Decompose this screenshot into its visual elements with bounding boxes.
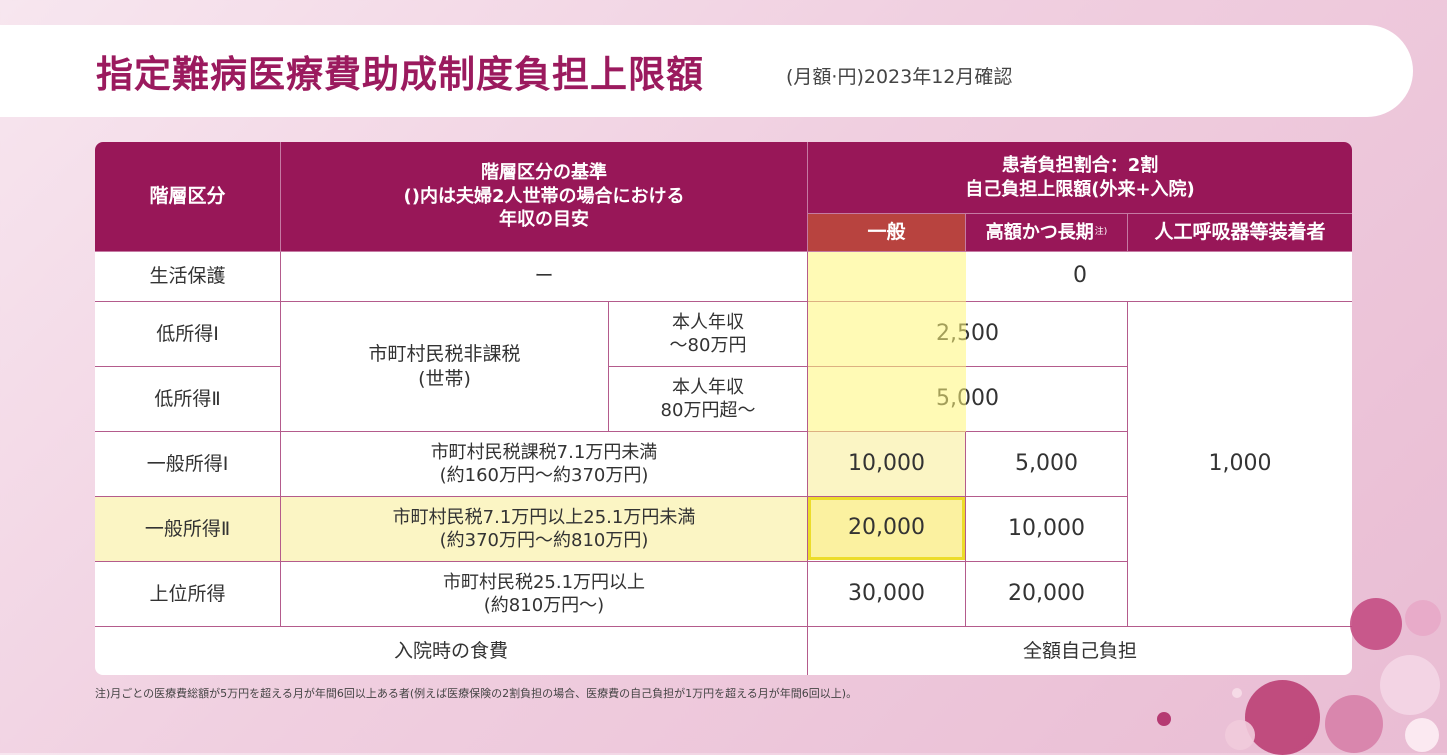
- bubble-decoration: [1232, 688, 1242, 698]
- title-banner: [0, 25, 1413, 117]
- header-ventilator: 人工呼吸器等装着者: [1128, 214, 1352, 252]
- limit-general-1: 10,000: [808, 432, 966, 497]
- longterm-upper: 20,000: [966, 562, 1128, 627]
- tier-general-1: 一般所得Ⅰ: [95, 432, 281, 497]
- header-criteria: 階層区分の基準 ()内は夫婦2人世帯の場合における 年収の目安: [281, 142, 808, 252]
- tier-low-2: 低所得Ⅱ: [95, 367, 281, 432]
- longterm-general-2: 10,000: [966, 497, 1128, 562]
- tier-general-2: 一般所得Ⅱ: [95, 497, 281, 562]
- page-title: 指定難病医療費助成制度負担上限額: [96, 53, 704, 96]
- page-subtitle: (月額·円)2023年12月確認: [786, 66, 1013, 88]
- bubble-decoration: [1225, 720, 1255, 750]
- bubble-decoration: [1325, 695, 1383, 753]
- header-long-term: 高額かつ長期 注): [966, 214, 1128, 252]
- limit-low-1: 2,500: [808, 302, 1128, 367]
- criteria-low-shared: 市町村民税非課税 (世帯): [281, 302, 609, 432]
- criteria-general-2: 市町村民税7.1万円以上25.1万円未満 (約370万円～約810万円): [281, 497, 808, 562]
- header-tier: 階層区分: [95, 142, 281, 252]
- limit-general-2: 20,000: [808, 497, 965, 560]
- header-general: 一般: [808, 214, 966, 252]
- bubble-decoration: [1245, 680, 1320, 755]
- limit-welfare: 0: [808, 252, 1352, 302]
- limit-low-2: 5,000: [808, 367, 1128, 432]
- longterm-general-1: 5,000: [966, 432, 1128, 497]
- meal-label: 入院時の食費: [95, 627, 808, 675]
- bubble-decoration: [1350, 598, 1402, 650]
- tier-low-1: 低所得Ⅰ: [95, 302, 281, 367]
- header-long-term-note-mark: 注): [1094, 226, 1108, 237]
- meal-value: 全額自己負担: [1022, 639, 1137, 662]
- tier-upper: 上位所得: [95, 562, 281, 627]
- income-low-2: 本人年収 80万円超～: [609, 367, 808, 432]
- bubble-decoration: [1380, 655, 1440, 715]
- tier-welfare: 生活保護: [95, 252, 281, 302]
- bubble-decoration: [1157, 712, 1171, 726]
- income-low-1: 本人年収 ～80万円: [609, 302, 808, 367]
- cost-limit-table: 階層区分 階層区分の基準 ()内は夫婦2人世帯の場合における 年収の目安 患者負…: [95, 142, 1352, 675]
- criteria-general-1: 市町村民税課税7.1万円未満 (約160万円～約370万円): [281, 432, 808, 497]
- bubble-decoration: [1405, 600, 1441, 636]
- limit-general-2-cell: [808, 497, 966, 562]
- limit-upper: 30,000: [808, 562, 966, 627]
- bubble-decoration: [1405, 718, 1439, 752]
- header-ratio: 患者負担割合：2割 自己負担上限額(外来+入院): [808, 142, 1352, 214]
- limit-ventilator: 1,000: [1128, 302, 1352, 627]
- criteria-upper: 市町村民税25.1万円以上 (約810万円～): [281, 562, 808, 627]
- criteria-welfare: ー: [281, 252, 808, 302]
- footnote: 注)月ごとの医療費総額が5万円を超える月が年間6回以上ある者(例えば医療保険の2…: [95, 687, 858, 700]
- header-long-term-label: 高額かつ長期: [985, 221, 1094, 243]
